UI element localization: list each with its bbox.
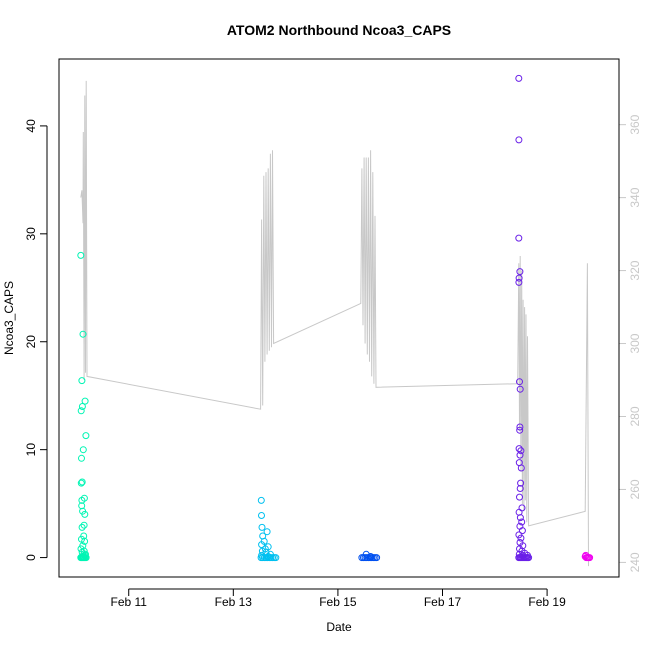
points-layer [77,74,594,562]
data-point [78,478,86,486]
data-point [582,551,590,559]
data-point [362,550,370,558]
data-point [516,423,524,431]
y2-tick-label: 240 [628,552,642,572]
data-point [78,403,86,410]
data-point [82,432,90,440]
y-tick-label: 40 [24,119,38,133]
y2-tick-label: 320 [628,260,642,280]
y-tick-label: 30 [24,227,38,241]
data-point [79,330,87,338]
data-point [258,547,266,555]
data-point [517,534,525,542]
data-point [81,510,89,518]
y-tick-label: 10 [24,443,38,457]
data-point [516,268,524,276]
data-point [515,445,523,453]
x-tick-label: Feb 19 [528,595,566,609]
x-tick-label: Feb 15 [319,595,357,609]
data-point [77,251,85,259]
data-point [264,553,272,560]
data-point [258,523,266,531]
data-point [80,494,88,502]
data-point [80,553,88,560]
data-point [515,278,523,286]
data-point [81,397,89,405]
data-point [516,378,523,386]
x-tick-label: Feb 13 [215,595,253,609]
data-point [272,554,280,562]
y2-tick-label: 260 [628,479,642,499]
data-point [515,74,523,82]
line-layer [80,80,589,567]
data-point [518,518,526,526]
data-point [516,493,523,501]
data-point [257,496,265,504]
data-point [78,454,85,462]
data-point [516,545,523,553]
data-point [516,514,524,522]
data-point [263,528,271,536]
data-point [515,234,523,242]
data-point [517,479,525,487]
data-point [258,551,266,559]
axis-layer: Feb 11 Feb 13 Feb 15 Feb 17 Feb 19 0 10 20 30 40 2… [24,114,642,609]
data-point [81,537,89,545]
data-point [516,385,524,393]
y2-tick-label: 340 [628,187,642,207]
data-point [78,523,86,531]
data-point [79,446,87,454]
y-tick-label: 0 [24,554,38,561]
chart-title: ATOM2 Northbound Ncoa3_CAPS [227,22,451,38]
data-point [80,521,88,529]
data-point [258,512,265,519]
x-tick-label: Feb 17 [424,595,462,609]
x-tick-label: Feb 11 [110,595,147,609]
data-point [367,553,375,560]
data-point [517,464,525,472]
plot-frame [58,58,620,578]
secondary-series-line [80,80,589,567]
y-axis-label: Ncoa3_CAPS [2,281,16,355]
data-point [77,479,85,487]
data-point [258,541,266,549]
data-point [516,485,524,492]
y2-tick-label: 300 [628,333,642,353]
y2-tick-label: 360 [628,114,642,134]
data-point [78,377,86,385]
data-point [516,426,524,434]
data-point [519,551,527,559]
data-point [586,554,594,562]
data-point [518,527,526,535]
y2-tick-label: 280 [628,406,642,426]
x-axis-label: Date [326,620,352,634]
data-point [81,551,89,559]
data-point [515,274,523,282]
data-point [516,451,524,459]
data-point [77,407,85,415]
data-point [517,447,525,455]
data-point [515,136,523,144]
y-tick-label: 20 [24,335,38,349]
data-point [524,551,531,559]
